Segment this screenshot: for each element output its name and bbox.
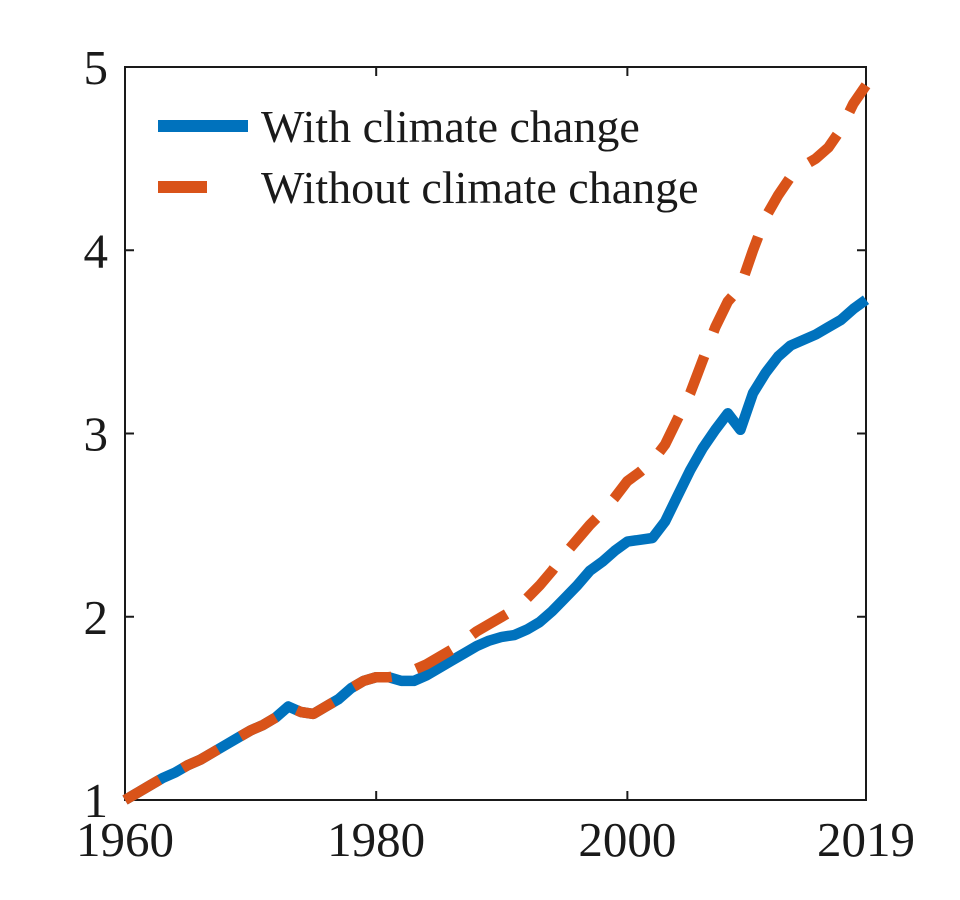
y-tick-label: 3 [84,407,109,462]
y-tick-label: 1 [84,773,109,828]
line-without-climate-change [122,82,871,805]
x-tick-label: 2019 [817,812,915,867]
x-tick-label: 2000 [578,812,676,867]
legend-label-with-climate-change: With climate change [261,101,640,152]
y-axis-tick-labels: 1 2 3 4 5 [84,40,109,828]
legend-label-without-climate-change: Without climate change [261,162,699,213]
y-tick-label: 5 [84,40,109,95]
legend: With climate change Without climate chan… [158,101,699,213]
line-with-climate-change [122,295,870,805]
x-tick-label: 1980 [327,812,425,867]
y-tick-label: 2 [84,590,109,645]
y-tick-label: 4 [84,223,109,278]
x-tick-label: 1960 [76,812,174,867]
x-axis-tick-labels: 1960 1980 2000 2019 [76,812,915,867]
